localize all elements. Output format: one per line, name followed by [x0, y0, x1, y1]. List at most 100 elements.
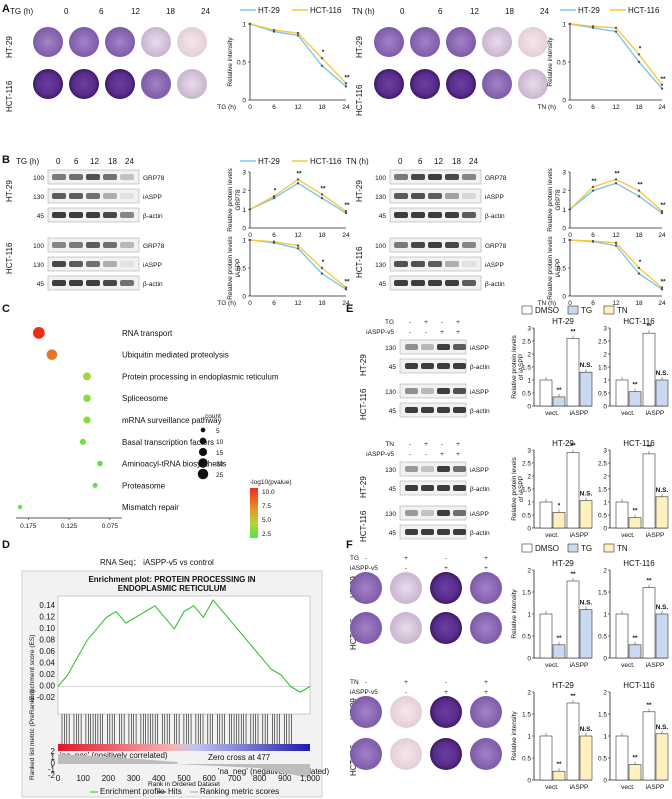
- blot-band: [86, 174, 100, 180]
- y-tick-label: 0.5: [557, 60, 566, 67]
- color-legend-bar: [250, 488, 258, 538]
- color-legend-label: 7.5: [262, 503, 271, 510]
- blot-band: [52, 174, 66, 180]
- pathway-term: Basal transcription factors: [122, 438, 214, 447]
- dose-24: 24: [540, 7, 549, 16]
- line-legend-a-tg: HT-29 HCT-116: [240, 6, 342, 15]
- sign: +: [456, 319, 460, 326]
- well: [141, 27, 171, 57]
- mw-marker: 100: [33, 243, 44, 250]
- significance-mark: N.S.: [580, 362, 593, 369]
- blot-band: [428, 242, 442, 248]
- panel-letter-e: E: [346, 303, 353, 315]
- x-tick-label: 6: [272, 104, 276, 111]
- bar: [615, 501, 629, 529]
- blot-band: [411, 212, 425, 218]
- well: [446, 27, 476, 57]
- sign: -: [405, 565, 407, 572]
- blot-band: [52, 280, 66, 286]
- dose-6: 6: [438, 7, 443, 16]
- ranking-metric-area: [58, 754, 310, 778]
- enrichment-bubble: [46, 349, 58, 360]
- y-tick-label: 0: [527, 778, 531, 785]
- y-tick-label: 1: [242, 238, 246, 245]
- y-tick-label: 2: [603, 352, 607, 359]
- bar: [552, 396, 566, 407]
- significance-mark: **: [570, 328, 576, 335]
- blot-band: [394, 242, 408, 248]
- blot-band: [405, 485, 418, 491]
- protein-label: β-actin: [143, 281, 163, 288]
- data-point: [344, 210, 348, 213]
- rank-color-bar: [58, 744, 310, 751]
- mw-marker: 45: [389, 408, 397, 415]
- blot-band: [445, 174, 459, 180]
- y-tick-label: 1: [603, 500, 607, 507]
- bar-chart-title: HT-29: [552, 317, 574, 326]
- data-point: [344, 85, 348, 88]
- legend-tg: TG: [581, 544, 592, 553]
- panel-a-tg-header: TG (h): [10, 7, 33, 16]
- y-tick-label: 0: [603, 656, 607, 663]
- dose-18: 18: [505, 7, 514, 16]
- dose-24: 24: [201, 7, 210, 16]
- sign: -: [405, 689, 407, 696]
- y-tick-label: 2: [527, 352, 531, 359]
- y-tick-label: 3: [562, 170, 566, 177]
- blot-band: [405, 510, 418, 516]
- enrichment-bubble: [79, 438, 86, 445]
- category-label: vect.: [545, 410, 559, 417]
- well: [350, 612, 382, 644]
- mw-marker: 45: [389, 530, 397, 537]
- blot-band: [421, 407, 434, 413]
- bar: [579, 609, 593, 659]
- gsea-legend-item: Ranking metric scores: [200, 787, 279, 796]
- x-tick-label: 24: [658, 300, 666, 307]
- blot-band: [86, 193, 100, 199]
- well: [470, 572, 502, 604]
- protein-label: iASPP: [470, 345, 489, 352]
- mw-marker: 100: [375, 243, 386, 250]
- x-tick-label: 0: [248, 300, 252, 307]
- blot-band: [421, 344, 434, 350]
- cell-label: HCT-116: [359, 510, 368, 542]
- well: [446, 69, 476, 99]
- treatment-label: TG: [385, 319, 394, 326]
- blot-band: [69, 261, 83, 267]
- y-tick-label: 0: [527, 404, 531, 411]
- sign: +: [456, 329, 460, 336]
- blot-band: [120, 280, 134, 286]
- x-tick-label: 6: [591, 104, 595, 111]
- blot-band: [453, 344, 466, 350]
- data-point: [568, 208, 572, 211]
- bar-chart-title: HCT-116: [623, 681, 655, 690]
- y-tick-label: 2: [603, 568, 607, 575]
- well: [350, 696, 382, 728]
- sign: +: [440, 451, 444, 458]
- dose-12: 12: [131, 7, 140, 16]
- blot-band: [453, 407, 466, 413]
- x-axis-label: TN (h): [538, 300, 556, 307]
- blot-band: [437, 510, 450, 516]
- well: [350, 572, 382, 604]
- y-axis-label: Relative intensity: [227, 37, 234, 87]
- size-legend-dot: [197, 468, 209, 480]
- es-tick-label: 0.10: [39, 624, 55, 633]
- category-label: iASPP: [570, 410, 589, 417]
- protein-label: β-actin: [485, 213, 505, 220]
- bar: [628, 391, 642, 407]
- well: [69, 27, 99, 57]
- dose-0: 0: [56, 157, 61, 166]
- pathway-term: Protein processing in endoplasmic reticu…: [122, 372, 279, 381]
- bar-chart-title: HCT-116: [623, 439, 655, 448]
- zero-cross-label: Zero cross at 477: [208, 753, 271, 762]
- significance-mark: **: [570, 571, 576, 578]
- well: [390, 612, 422, 644]
- bar: [552, 512, 566, 529]
- x-tick-label: 0: [248, 232, 252, 239]
- panel-b-tg-header: TG (h): [16, 157, 39, 166]
- bar: [655, 496, 669, 529]
- well: [177, 69, 207, 99]
